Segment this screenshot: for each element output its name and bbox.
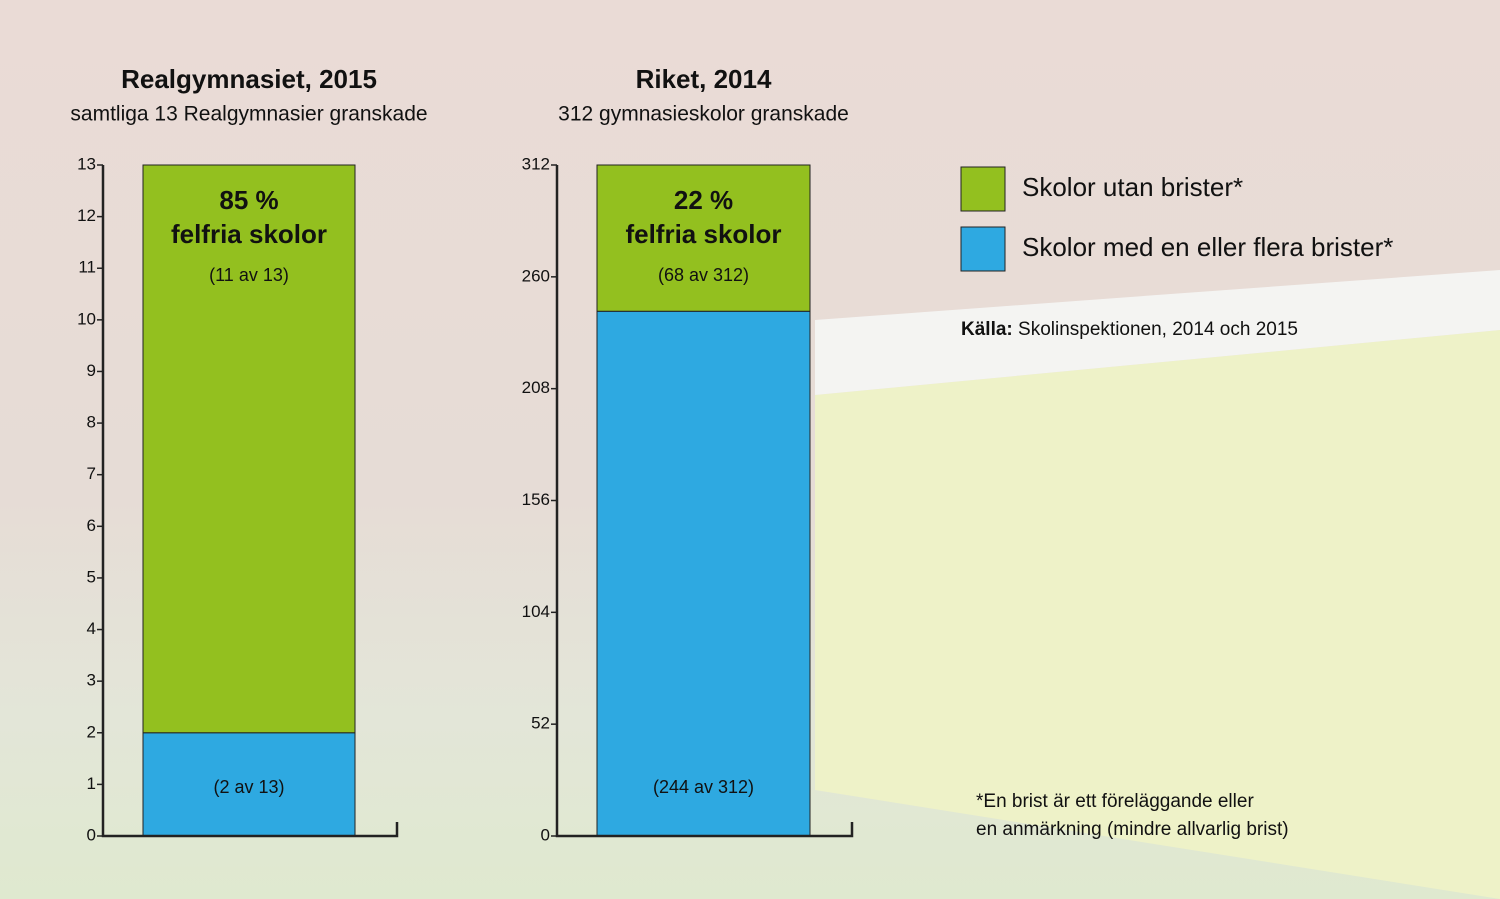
y-tick-label: 260	[522, 266, 550, 285]
chart-title: Riket, 2014	[636, 64, 772, 94]
y-tick-label: 312	[522, 154, 550, 173]
y-tick-label: 0	[541, 825, 550, 844]
chart-subtitle: 312 gymnasieskolor granskade	[558, 103, 849, 126]
y-tick-label: 6	[87, 516, 96, 535]
chart-title: Realgymnasiet, 2015	[121, 64, 377, 94]
value-label: (11 av 13)	[209, 265, 289, 285]
axis-line	[101, 165, 399, 838]
y-tick-label: 8	[87, 413, 96, 432]
footnote: en anmärkning (mindre allvarlig brist)	[976, 819, 1289, 840]
bar-segment	[142, 732, 356, 837]
y-tick-label: 5	[87, 567, 96, 586]
legend-label: Skolor utan brister*	[1022, 172, 1243, 202]
y-tick-label: 208	[522, 378, 550, 397]
annotation: felfria skolor	[171, 219, 327, 249]
charts: Realgymnasiet, 2015 samtliga 13 Realgymna…	[70, 64, 854, 844]
y-tick-label: 2	[87, 722, 96, 741]
chart-subtitle: samtliga 13 Realgymnasier granskade	[70, 103, 427, 126]
y-tick-label: 156	[522, 490, 550, 509]
bar-segment	[142, 164, 356, 734]
bar-segment	[596, 164, 811, 312]
y-tick-label: 10	[77, 309, 96, 328]
y-tick-label: 3	[87, 671, 96, 690]
y-tick-label: 9	[87, 361, 96, 380]
y-tick-label: 11	[78, 258, 96, 277]
source: Källa: Skolinspektionen, 2014 och 2015	[961, 319, 1298, 340]
legend-swatch	[960, 226, 1006, 272]
legend-label: Skolor med en eller flera brister*	[1022, 232, 1393, 262]
source-text: Skolinspektionen, 2014 och 2015	[1018, 319, 1298, 340]
axis-line	[555, 165, 854, 838]
footnote: *En brist är ett föreläggande eller	[976, 791, 1254, 812]
value-label: (68 av 312)	[658, 265, 749, 285]
value-label: (2 av 13)	[213, 777, 284, 797]
source-label: Källa:	[961, 319, 1013, 340]
annotation: 85 %	[219, 185, 278, 215]
y-tick-label: 12	[77, 206, 96, 225]
y-tick-label: 0	[87, 825, 96, 844]
legend-swatch	[960, 166, 1006, 212]
annotation: 22 %	[674, 185, 733, 215]
background-rail	[815, 270, 1500, 395]
y-tick-label: 104	[522, 602, 550, 621]
value-label: (244 av 312)	[653, 777, 754, 797]
y-tick-label: 4	[87, 619, 96, 638]
bar-segment	[596, 310, 811, 837]
y-tick-label: 7	[87, 464, 96, 483]
y-tick-label: 1	[87, 774, 96, 793]
annotation: felfria skolor	[625, 219, 781, 249]
background-sign	[815, 330, 1500, 899]
y-tick-label: 52	[531, 714, 550, 733]
y-tick-label: 13	[77, 154, 96, 173]
